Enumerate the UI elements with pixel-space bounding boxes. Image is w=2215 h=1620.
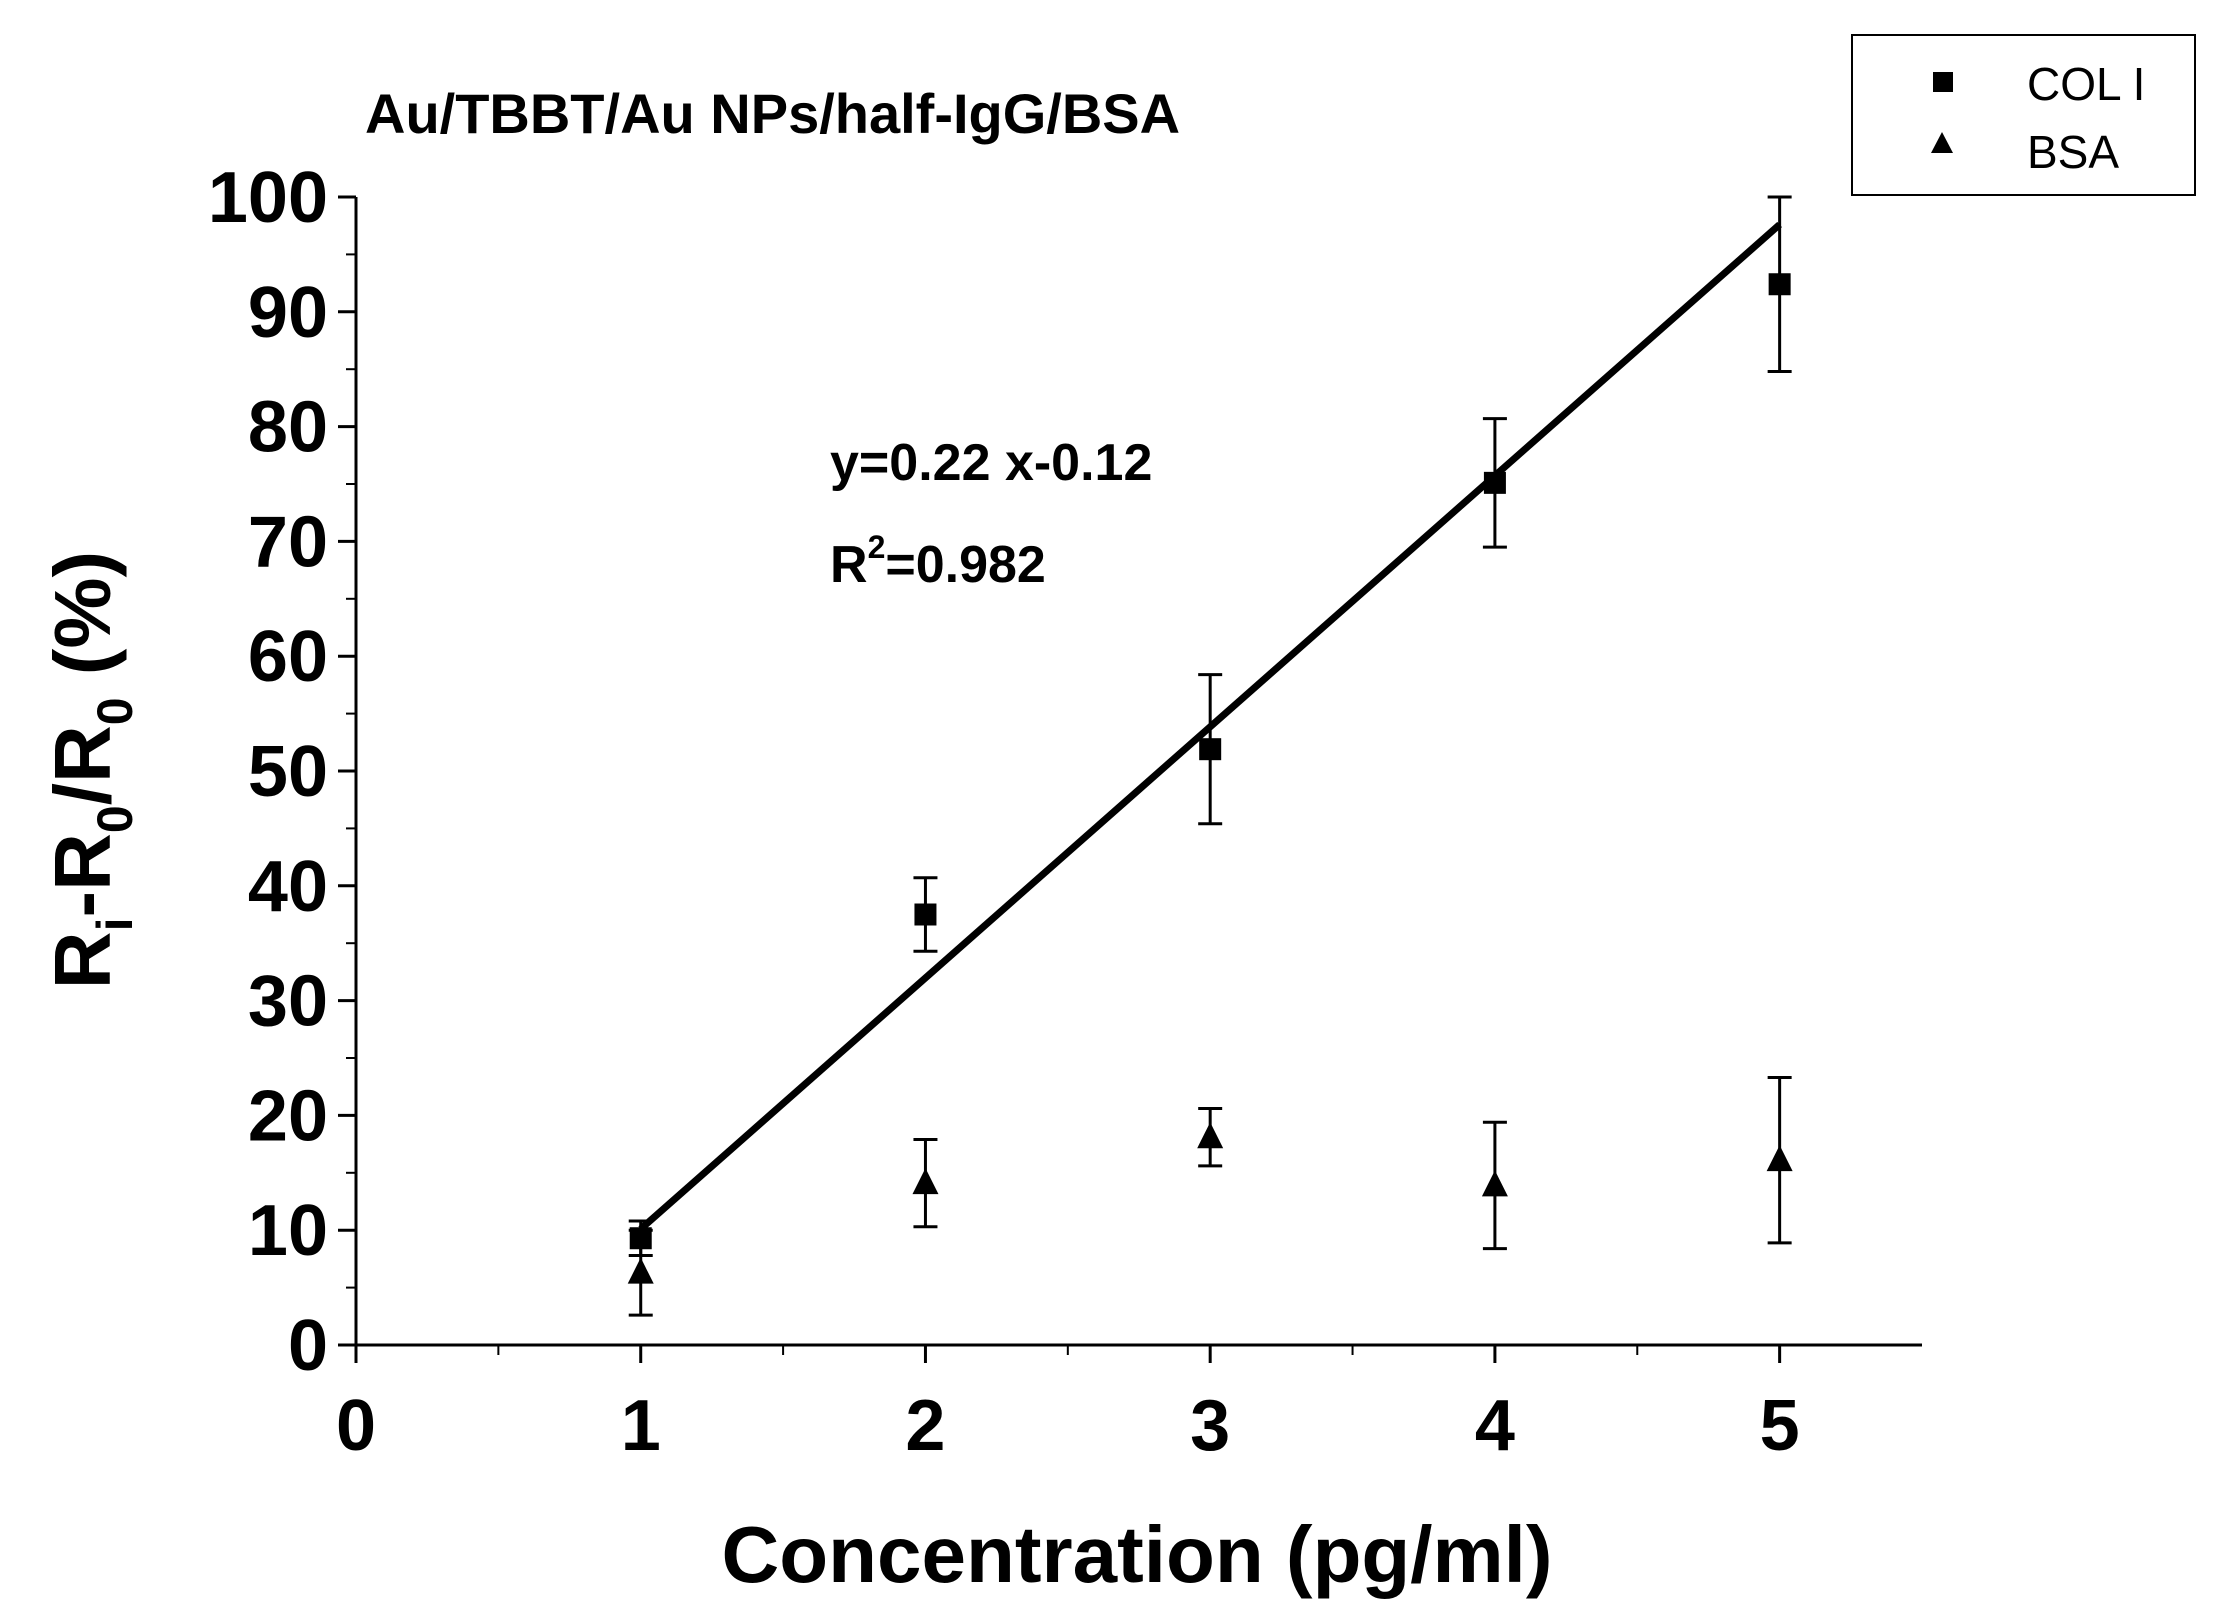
data-point-col-i — [1768, 273, 1791, 296]
y-tick-label: 30 — [248, 962, 328, 1042]
r-squared-value: =0.982 — [885, 536, 1046, 594]
x-tick-label: 3 — [1190, 1386, 1230, 1466]
y-axis-label-part: /R — [38, 725, 127, 805]
y-axis-label: Ri-R0/R0 (%) — [38, 551, 143, 989]
y-axis-label-part: -R — [38, 833, 127, 917]
legend-label-col-i: COL I — [2027, 58, 2145, 110]
legend-frame — [1851, 34, 2196, 196]
y-tick-label: 20 — [248, 1076, 328, 1156]
legend-label-bsa: BSA — [2027, 126, 2119, 178]
y-axis-label-part: R — [38, 931, 127, 989]
r-squared-exponent: 2 — [868, 529, 886, 565]
x-axis-ticks: 0 1 2 3 4 5 — [336, 1345, 1800, 1466]
x-tick-label: 4 — [1475, 1386, 1515, 1466]
y-axis-label-part: 0 — [87, 697, 143, 725]
plot-frame — [354, 197, 1922, 1347]
data-point-col-i — [1483, 471, 1506, 494]
legend: COL I BSA — [1851, 34, 2196, 196]
x-tick-label: 0 — [336, 1386, 376, 1466]
data-point-bsa — [912, 1168, 939, 1195]
y-tick-label: 90 — [248, 273, 328, 353]
fit-equation: y=0.22 x-0.12 — [830, 434, 1152, 492]
y-axis-label-part: i — [87, 918, 143, 932]
y-tick-label: 40 — [248, 847, 328, 927]
y-tick-label: 50 — [248, 732, 328, 812]
data-point-bsa — [1197, 1122, 1224, 1149]
x-axis-label: Concentration (pg/ml) — [721, 1510, 1552, 1599]
series-bsa — [627, 1076, 1793, 1317]
legend-marker-square — [1933, 72, 1953, 92]
r-squared: R2=0.982 — [830, 529, 1046, 594]
y-axis-label-part: (%) — [38, 551, 127, 698]
x-tick-label: 2 — [905, 1386, 945, 1466]
data-point-bsa — [627, 1257, 654, 1284]
y-tick-label: 80 — [248, 388, 328, 468]
x-tick-label: 5 — [1760, 1386, 1800, 1466]
y-tick-label: 0 — [288, 1306, 328, 1386]
r-squared-letter: R — [830, 536, 868, 594]
y-axis-label-part: 0 — [87, 805, 143, 833]
x-tick-label: 1 — [621, 1386, 661, 1466]
y-tick-label: 10 — [248, 1191, 328, 1271]
chart-title: Au/TBBT/Au NPs/half-IgG/BSA — [365, 82, 1180, 145]
y-tick-label: 70 — [248, 502, 328, 582]
data-point-bsa — [1481, 1170, 1508, 1197]
y-tick-label: 100 — [208, 158, 328, 238]
data-point-col-i — [914, 903, 937, 926]
series-col-i — [628, 195, 1792, 1257]
y-tick-label: 60 — [248, 617, 328, 697]
data-point-col-i — [1199, 738, 1222, 761]
y-axis-ticks: 0 10 20 30 40 50 60 70 80 90 100 — [208, 158, 356, 1386]
legend-marker-triangle — [1931, 132, 1953, 153]
data-point-bsa — [1766, 1145, 1793, 1172]
